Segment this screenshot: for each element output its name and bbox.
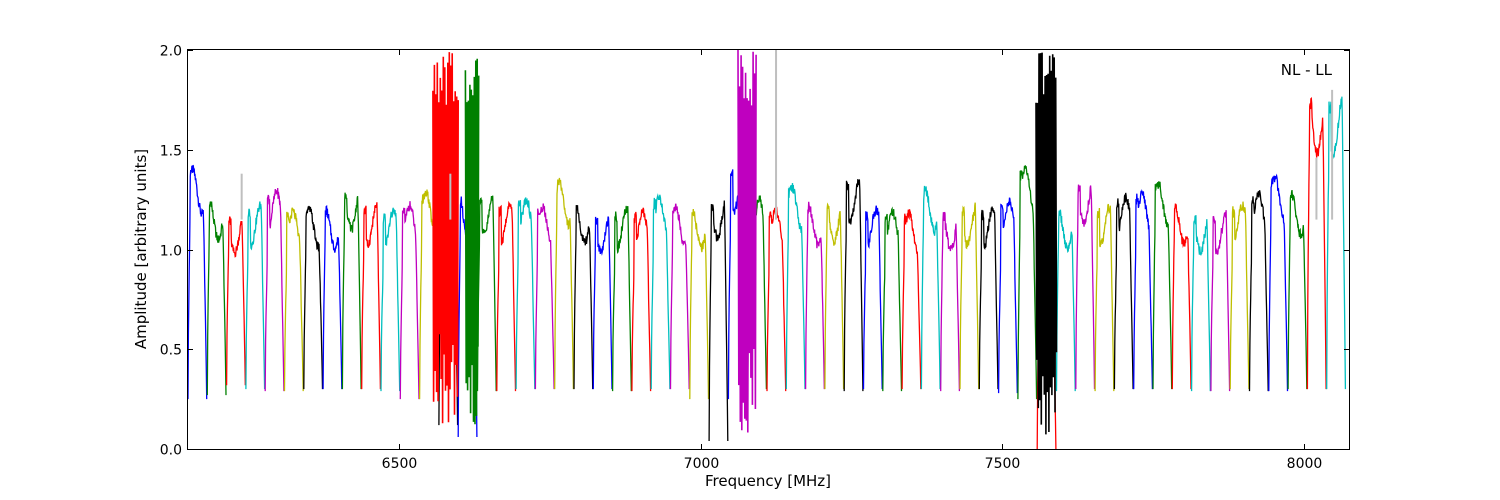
- band-trace: [1229, 201, 1250, 390]
- band-trace: [225, 216, 246, 386]
- band-trace: [1171, 203, 1192, 390]
- band-trace: [1268, 173, 1289, 392]
- band-trace: [1113, 192, 1134, 390]
- band-trace: [322, 205, 343, 390]
- x-tick-label: 7500: [985, 456, 1021, 472]
- band-trace: [940, 211, 961, 392]
- band-trace: [862, 205, 883, 390]
- band-trace: [901, 209, 922, 390]
- corner-annotation: NL - LL: [1281, 61, 1333, 79]
- band-trace: [611, 205, 632, 392]
- band-trace: [380, 207, 401, 392]
- band-trace: [824, 202, 845, 390]
- band-trace: [785, 183, 806, 390]
- y-tick-label: 1.5: [160, 144, 182, 160]
- band-trace: [1326, 96, 1347, 390]
- rfi-spike: [737, 49, 757, 433]
- x-tick-label: 7000: [684, 456, 720, 472]
- x-axis-ticks: 6500 7000 7500 8000: [382, 50, 1323, 472]
- y-tick-label: 1.0: [160, 244, 182, 260]
- band-trace: [515, 197, 536, 390]
- rfi-spike: [1035, 52, 1058, 435]
- band-trace: [206, 201, 227, 396]
- band-trace: [669, 203, 690, 390]
- x-tick-label: 6500: [382, 456, 418, 472]
- band-trace: [650, 193, 671, 390]
- band-trace: [264, 187, 285, 392]
- band-trace: [689, 208, 710, 400]
- band-trace: [283, 207, 304, 392]
- band-trace: [1306, 96, 1327, 390]
- band-trace: [1055, 209, 1076, 392]
- band-trace: [1287, 189, 1308, 390]
- band-trace: [187, 164, 208, 400]
- band-trace: [1210, 210, 1231, 392]
- band-trace: [361, 202, 382, 390]
- y-tick-label: 0.5: [160, 343, 182, 359]
- x-tick-label: 8000: [1287, 456, 1323, 472]
- x-axis-label: Frequency [MHz]: [705, 472, 831, 490]
- band-trace: [631, 207, 652, 392]
- band-trace: [476, 195, 497, 392]
- band-trace: [978, 206, 999, 390]
- band-trace: [554, 177, 575, 390]
- band-trace: [534, 203, 555, 390]
- band-trace: [1133, 188, 1154, 390]
- grey-overlay: [240, 50, 1334, 220]
- y-axis-label: Amplitude [arbitrary units]: [132, 149, 150, 349]
- y-tick-label: 0.0: [160, 443, 182, 459]
- band-traces: [187, 96, 1347, 450]
- band-trace: [592, 216, 613, 390]
- y-tick-label: 2.0: [160, 44, 182, 60]
- band-trace: [708, 200, 729, 442]
- band-trace: [1248, 190, 1269, 392]
- band-trace: [1152, 181, 1173, 390]
- band-trace: [843, 179, 864, 392]
- band-trace: [399, 201, 420, 400]
- rfi-spike: [432, 52, 459, 424]
- band-trace: [1075, 184, 1096, 390]
- band-trace: [1094, 203, 1115, 392]
- rfi-spike: [464, 58, 480, 425]
- band-trace: [882, 206, 903, 392]
- band-trace: [1017, 165, 1038, 400]
- band-trace: [573, 205, 594, 390]
- band-trace: [766, 206, 787, 392]
- band-trace: [245, 201, 266, 390]
- band-trace: [1190, 215, 1211, 392]
- band-trace: [959, 202, 980, 390]
- band-trace: [303, 205, 324, 390]
- y-axis-ticks: 0.0 0.5 1.0 1.5 2.0: [160, 44, 1349, 459]
- band-trace: [804, 201, 825, 390]
- band-trace: [341, 192, 362, 390]
- rfi-spikes: [432, 49, 1058, 435]
- band-trace: [920, 185, 941, 390]
- plot-frame: [187, 49, 1350, 450]
- band-trace: [496, 200, 517, 392]
- band-trace: [997, 197, 1018, 394]
